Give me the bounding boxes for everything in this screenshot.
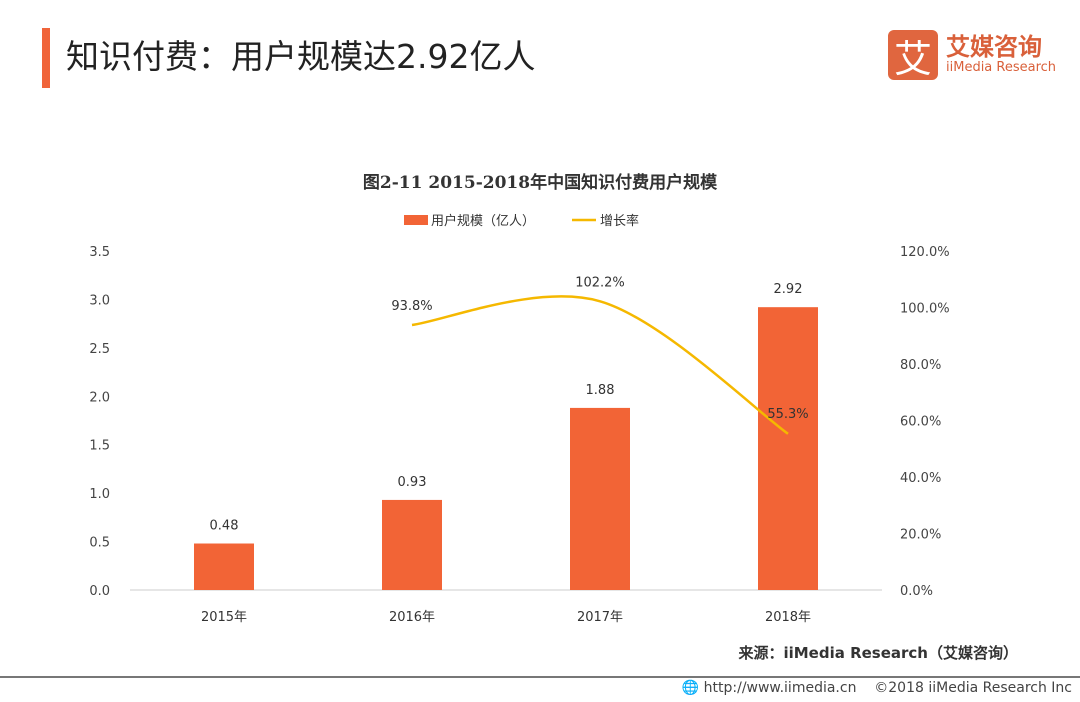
x-tick-label: 2016年 (389, 610, 435, 625)
footer-copyright: ©2018 iiMedia Research Inc (874, 680, 1072, 696)
logo-cn: 艾媒咨询 (946, 33, 1042, 61)
footer-url[interactable]: http://www.iimedia.cn (703, 680, 857, 696)
y-right-tick: 20.0% (900, 528, 941, 543)
bar (570, 407, 630, 590)
line-data-label: 102.2% (575, 275, 625, 290)
y-left-tick: 1.5 (89, 439, 110, 454)
bar-data-label: 1.88 (586, 383, 615, 398)
growth-rate-line (411, 295, 789, 435)
logo-en: iiMedia Research (946, 60, 1057, 75)
footer-divider (0, 676, 1080, 678)
x-tick-label: 2018年 (765, 610, 811, 625)
bar-data-label: 0.48 (210, 519, 239, 534)
source-note: 来源：iiMedia Research（艾媒咨询） (738, 644, 1018, 662)
y-left-tick: 0.0 (89, 584, 110, 599)
line-data-label: 93.8% (391, 299, 432, 314)
bar (758, 307, 818, 590)
y-right-tick: 120.0% (900, 245, 950, 260)
y-left-tick: 2.0 (89, 390, 110, 405)
bar-data-label: 2.92 (774, 282, 803, 297)
y-left-tick: 2.5 (89, 342, 110, 357)
legend-bar-swatch (404, 215, 428, 225)
footer: 🌐 http://www.iimedia.cn ©2018 iiMedia Re… (682, 680, 1072, 696)
y-right-tick: 0.0% (900, 584, 933, 599)
y-left-tick: 1.0 (89, 487, 110, 502)
legend-bar-label: 用户规模（亿人） (431, 213, 535, 229)
y-left-tick: 3.0 (89, 293, 110, 308)
logo-mark: 艾 (888, 30, 938, 81)
globe-icon: 🌐 (681, 680, 700, 696)
iimedia-logo: 艾 艾媒咨询 iiMedia Research (888, 30, 1057, 81)
bar (194, 543, 254, 590)
chart-title: 图2-11 2015-2018年中国知识付费用户规模 (363, 172, 718, 193)
bar-data-label: 0.93 (398, 475, 427, 490)
y-right-tick: 60.0% (900, 415, 941, 430)
title-accent-bar (42, 28, 50, 88)
x-tick-label: 2017年 (577, 610, 623, 625)
y-right-tick: 100.0% (900, 302, 950, 317)
y-right-tick: 40.0% (900, 471, 941, 486)
bar (382, 499, 442, 590)
line-data-label: 55.3% (767, 407, 808, 422)
y-left-tick: 0.5 (89, 536, 110, 551)
y-left-tick: 3.5 (89, 245, 110, 260)
y-right-tick: 80.0% (900, 358, 941, 373)
page-title: 知识付费：用户规模达2.92亿人 (66, 37, 536, 76)
legend-line-label: 增长率 (600, 213, 639, 229)
x-tick-label: 2015年 (201, 610, 247, 625)
